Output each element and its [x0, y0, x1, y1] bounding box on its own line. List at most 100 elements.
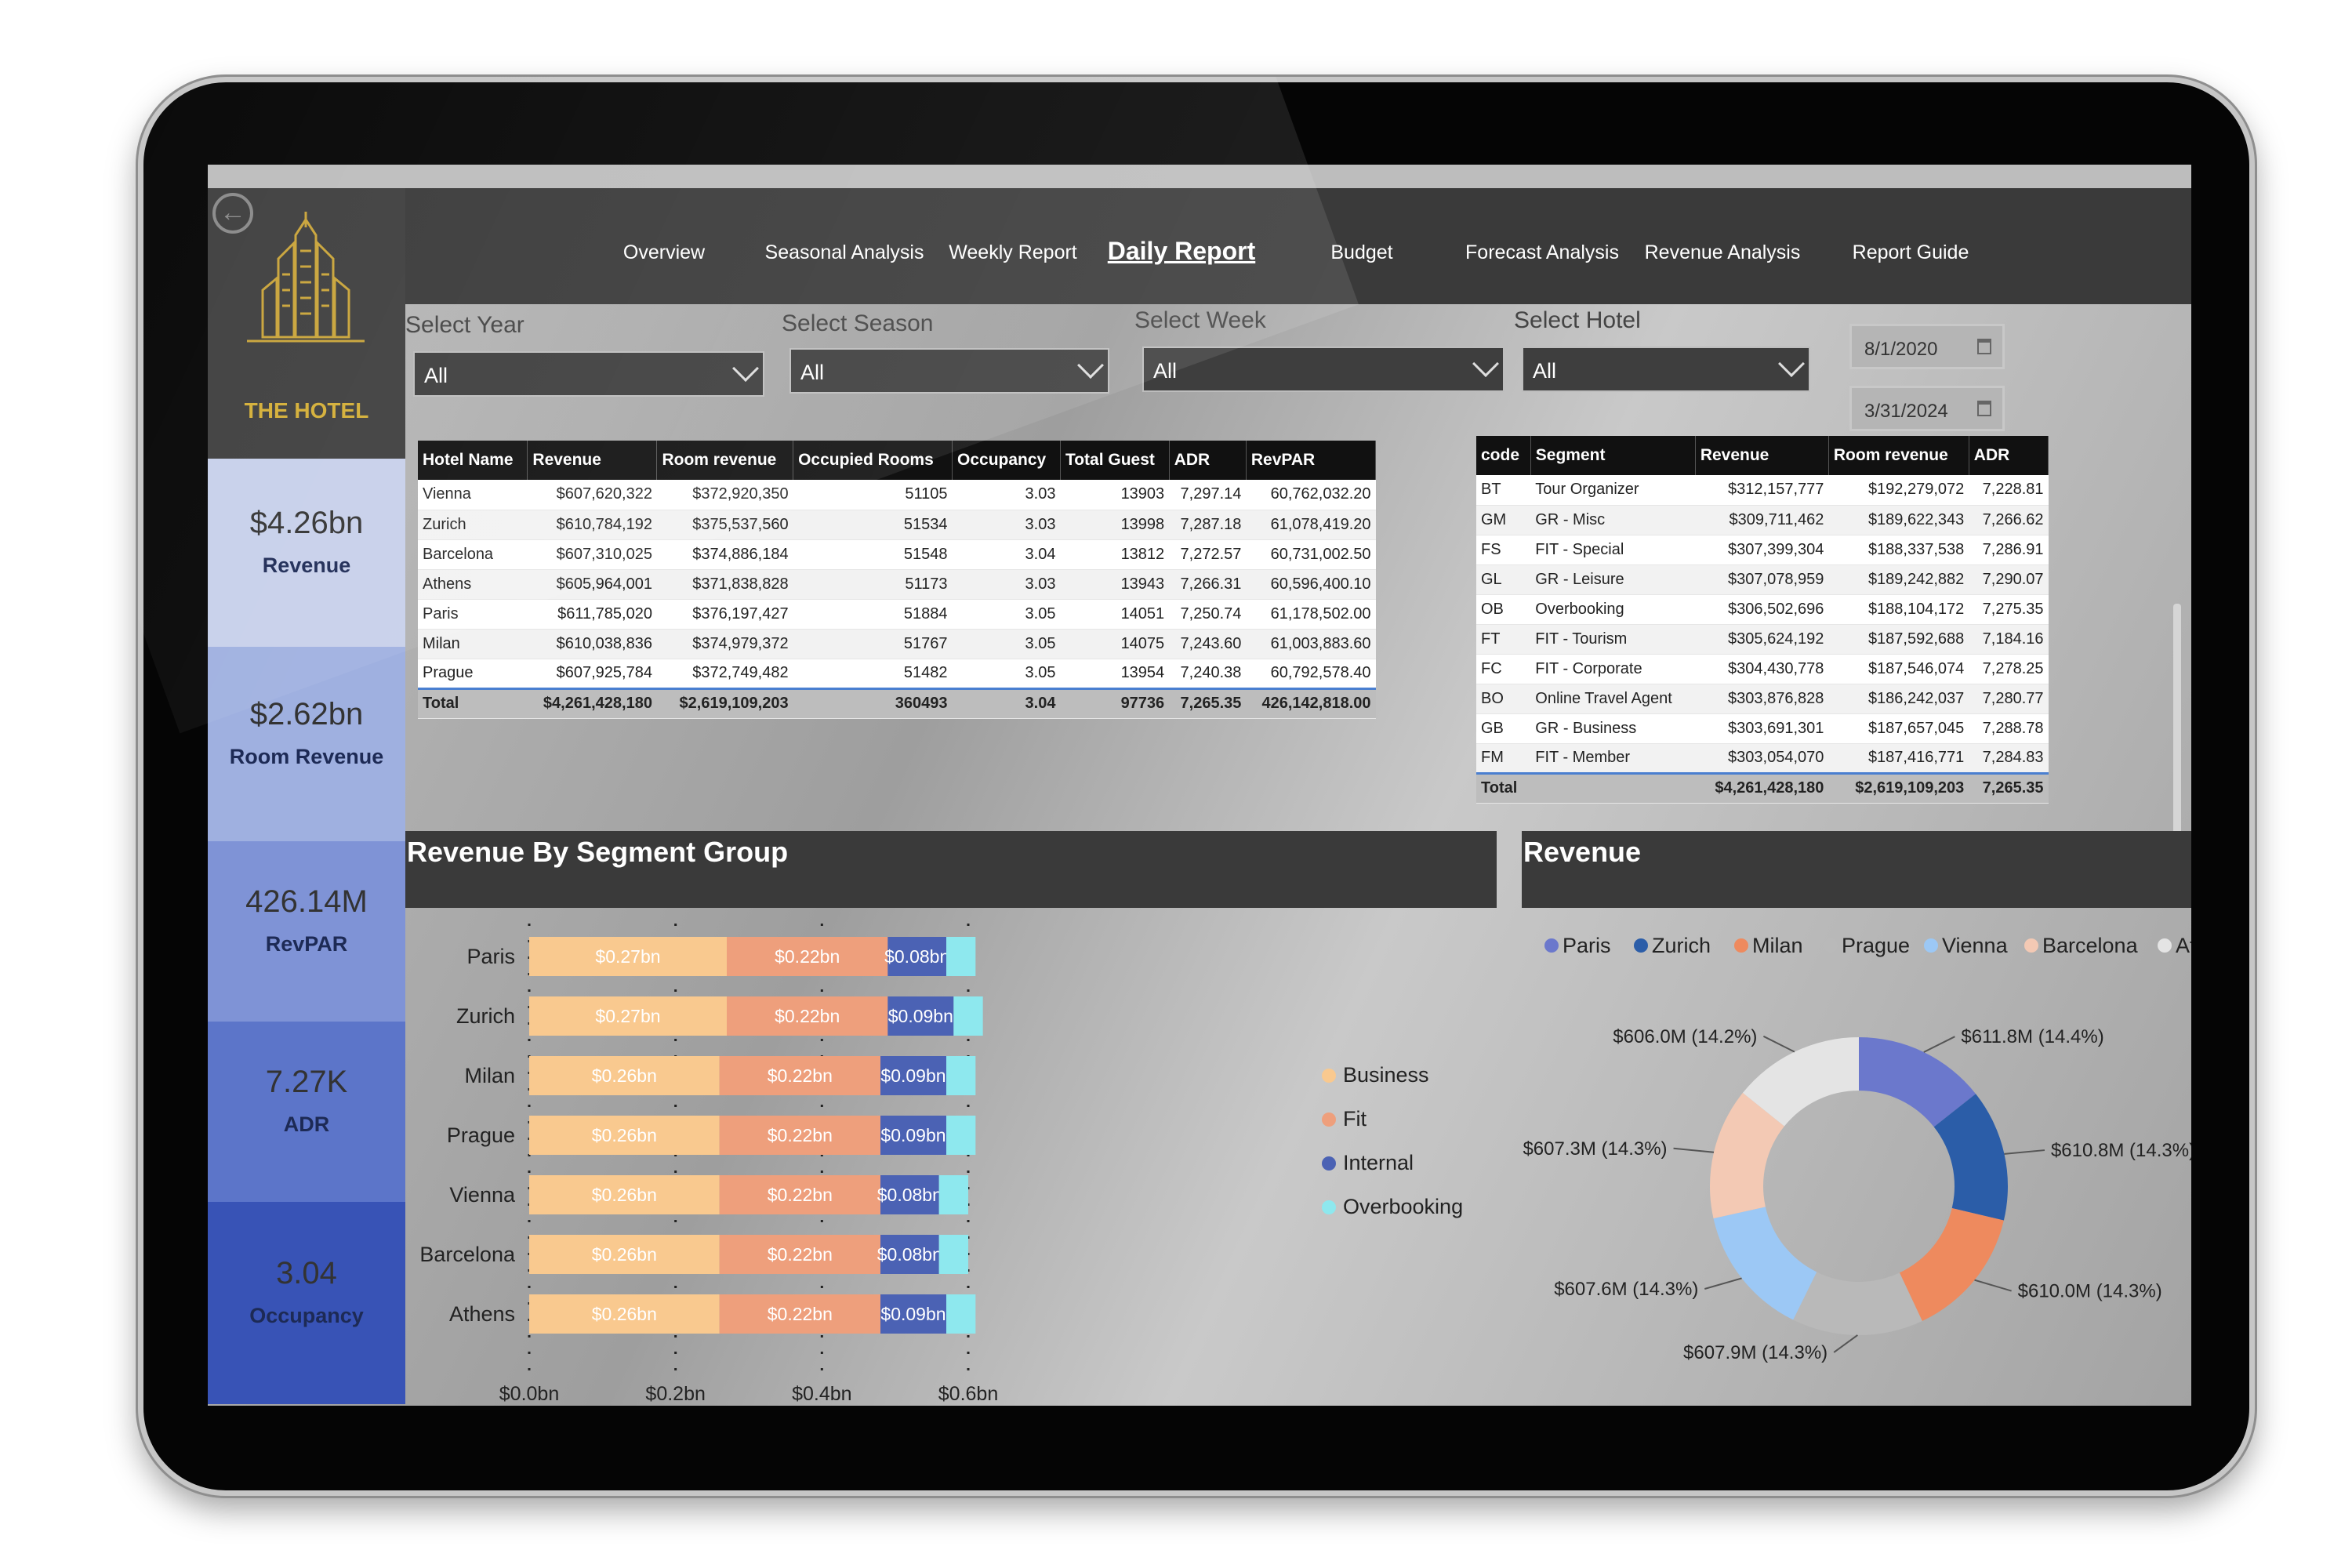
bar-segment-business[interactable] — [529, 1175, 720, 1214]
legend-label[interactable]: Paris — [1563, 934, 1611, 957]
legend-label[interactable]: Vienna — [1942, 934, 2009, 957]
nav-overview[interactable]: Overview — [622, 241, 706, 263]
column-header[interactable]: Room revenue — [656, 441, 794, 480]
table-row[interactable]: BO Online Travel Agent $303,876,828 $186,24… — [1476, 684, 2049, 714]
bar-segment-overbooking[interactable] — [946, 1056, 976, 1095]
table-row[interactable]: Barcelona $607,310,025 $374,886,184 51548 3.… — [418, 539, 1376, 570]
column-header[interactable]: Hotel Name — [418, 441, 528, 480]
legend-label[interactable]: Internal — [1343, 1151, 1414, 1174]
nav-weekly-report[interactable]: Weekly Report — [949, 241, 1077, 263]
donut-slice-barcelona[interactable] — [1710, 1092, 1784, 1219]
table-row[interactable]: Prague $607,925,784 $372,749,482 51482 3.05 1… — [418, 659, 1376, 689]
table-row[interactable]: OB Overbooking $306,502,696 $188,104,172 7,2… — [1476, 594, 2049, 625]
nav-forecast-analysis[interactable]: Forecast Analysis — [1465, 241, 1619, 263]
table-row[interactable]: Milan $610,038,836 $374,979,372 51767 3.05 14… — [418, 629, 1376, 659]
nav-revenue-analysis[interactable]: Revenue Analysis — [1644, 241, 1801, 263]
column-header[interactable]: ADR — [1169, 441, 1247, 480]
bar-segment-business[interactable] — [529, 1235, 720, 1274]
bar-segment-overbooking[interactable] — [953, 996, 983, 1036]
column-header[interactable]: Occupied Rooms — [793, 441, 953, 480]
calendar-icon[interactable] — [1977, 339, 1991, 354]
kpi-label: Room Revenue — [229, 745, 384, 768]
legend-label[interactable]: Overbooking — [1343, 1195, 1463, 1218]
column-header[interactable]: Revenue — [1695, 436, 1829, 475]
bar-segment-fit[interactable] — [719, 1294, 880, 1334]
bar-segment-internal[interactable] — [880, 1116, 946, 1155]
back-arrow-icon[interactable]: ← — [212, 193, 253, 234]
legend-label[interactable]: Prague — [1842, 934, 1910, 957]
bar-segment-internal[interactable] — [887, 937, 946, 976]
table-cell: GR - Business — [1530, 713, 1696, 744]
bar-segment-overbooking[interactable] — [946, 1116, 976, 1155]
legend-label[interactable]: Barcelona — [2042, 934, 2139, 957]
bar-segment-business[interactable] — [529, 996, 727, 1036]
column-header[interactable]: Segment — [1530, 436, 1696, 475]
column-header[interactable]: RevPAR — [1246, 441, 1377, 480]
legend-label[interactable]: Milan — [1752, 934, 1803, 957]
table-row[interactable]: Zurich $610,784,192 $375,537,560 51534 3.03 1… — [418, 510, 1376, 540]
bar-segment-business[interactable] — [529, 1116, 720, 1155]
select-hotel-dropdown[interactable]: All — [1522, 347, 1810, 392]
bar-segment-fit[interactable] — [727, 937, 888, 976]
calendar-icon[interactable] — [1977, 401, 1991, 416]
bar-segment-internal[interactable] — [880, 1175, 939, 1214]
bar-segment-fit[interactable] — [719, 1056, 880, 1095]
bar-segment-overbooking[interactable] — [938, 1175, 968, 1214]
table-row[interactable]: FS FIT - Special $307,399,304 $188,337,538 7… — [1476, 535, 2049, 565]
bar-segment-overbooking[interactable] — [938, 1235, 968, 1274]
table-row[interactable]: GB GR - Business $303,691,301 $187,657,045 7… — [1476, 713, 2049, 744]
bar-segment-business[interactable] — [529, 937, 727, 976]
donut-slice-athens[interactable] — [1742, 1037, 1859, 1127]
column-header[interactable]: Total Guest — [1060, 441, 1170, 480]
donut-slice-paris[interactable] — [1859, 1037, 1976, 1127]
kpi-card-adr: 7.27K ADR — [208, 1022, 405, 1202]
column-header[interactable]: code — [1476, 436, 1531, 475]
table-row[interactable]: GM GR - Misc $309,711,462 $189,622,343 7,266… — [1476, 505, 2049, 535]
donut-slice-prague[interactable] — [1793, 1272, 1922, 1335]
bar-segment-overbooking[interactable] — [946, 937, 976, 976]
bar-segment-overbooking[interactable] — [946, 1294, 976, 1334]
date-to-field[interactable]: 3/31/2024 — [1849, 386, 2005, 431]
bar-segment-fit[interactable] — [719, 1175, 880, 1214]
bar-segment-fit[interactable] — [719, 1235, 880, 1274]
table-row[interactable]: Athens $605,964,001 $371,838,828 51173 3.03 1… — [418, 569, 1376, 600]
select-week-dropdown[interactable]: All — [1142, 347, 1504, 392]
bar-segment-internal[interactable] — [880, 1294, 946, 1334]
nav-budget[interactable]: Budget — [1330, 241, 1393, 263]
table-row[interactable]: BT Tour Organizer $312,157,777 $192,279,072… — [1476, 475, 2049, 506]
donut-slice-vienna[interactable] — [1713, 1207, 1817, 1320]
table-row[interactable]: FT FIT - Tourism $305,624,192 $187,592,688 7… — [1476, 624, 2049, 655]
bar-segment-fit[interactable] — [727, 996, 888, 1036]
table-row[interactable]: FM FIT - Member $303,054,070 $187,416,771 7,… — [1476, 743, 2049, 774]
nav-daily-report[interactable]: Daily Report — [1107, 237, 1256, 265]
donut-slice-milan[interactable] — [1899, 1208, 2004, 1321]
table-cell: 13998 — [1060, 510, 1170, 540]
date-from-field[interactable]: 8/1/2020 — [1849, 324, 2005, 369]
table-row[interactable]: Vienna $607,620,322 $372,920,350 51105 3.03 1… — [418, 480, 1376, 510]
legend-label[interactable]: Fit — [1343, 1107, 1367, 1131]
bar-segment-internal[interactable] — [880, 1235, 939, 1274]
bar-segment-business[interactable] — [529, 1056, 720, 1095]
legend-marker — [1824, 938, 1838, 953]
nav-seasonal-analysis[interactable]: Seasonal Analysis — [764, 241, 924, 263]
table-row[interactable]: Paris $611,785,020 $376,197,427 51884 3.05 14… — [418, 599, 1376, 630]
legend-label[interactable]: Zurich — [1652, 934, 1711, 957]
chevron-down-icon — [1778, 350, 1805, 377]
legend-label[interactable]: Business — [1343, 1063, 1429, 1087]
table-row[interactable]: FC FIT - Corporate $304,430,778 $187,546,07… — [1476, 654, 2049, 684]
column-header[interactable]: Occupancy — [952, 441, 1061, 480]
column-header[interactable]: ADR — [1969, 436, 2049, 475]
legend-label[interactable]: Athens — [2176, 934, 2191, 957]
segment-table-scrollbar[interactable] — [2173, 604, 2181, 862]
select-season-dropdown[interactable]: All — [789, 348, 1109, 394]
bar-segment-business[interactable] — [529, 1294, 720, 1334]
bar-segment-internal[interactable] — [887, 996, 954, 1036]
column-header[interactable]: Room revenue — [1828, 436, 1969, 475]
column-header[interactable]: Revenue — [527, 441, 658, 480]
nav-report-guide[interactable]: Report Guide — [1852, 241, 1969, 263]
table-row[interactable]: GL GR - Leisure $307,078,959 $189,242,882 7,… — [1476, 564, 2049, 595]
bar-segment-fit[interactable] — [719, 1116, 880, 1155]
bar-segment-internal[interactable] — [880, 1056, 946, 1095]
donut-slice-zurich[interactable] — [1933, 1094, 2008, 1221]
select-year-dropdown[interactable]: All — [413, 351, 764, 397]
